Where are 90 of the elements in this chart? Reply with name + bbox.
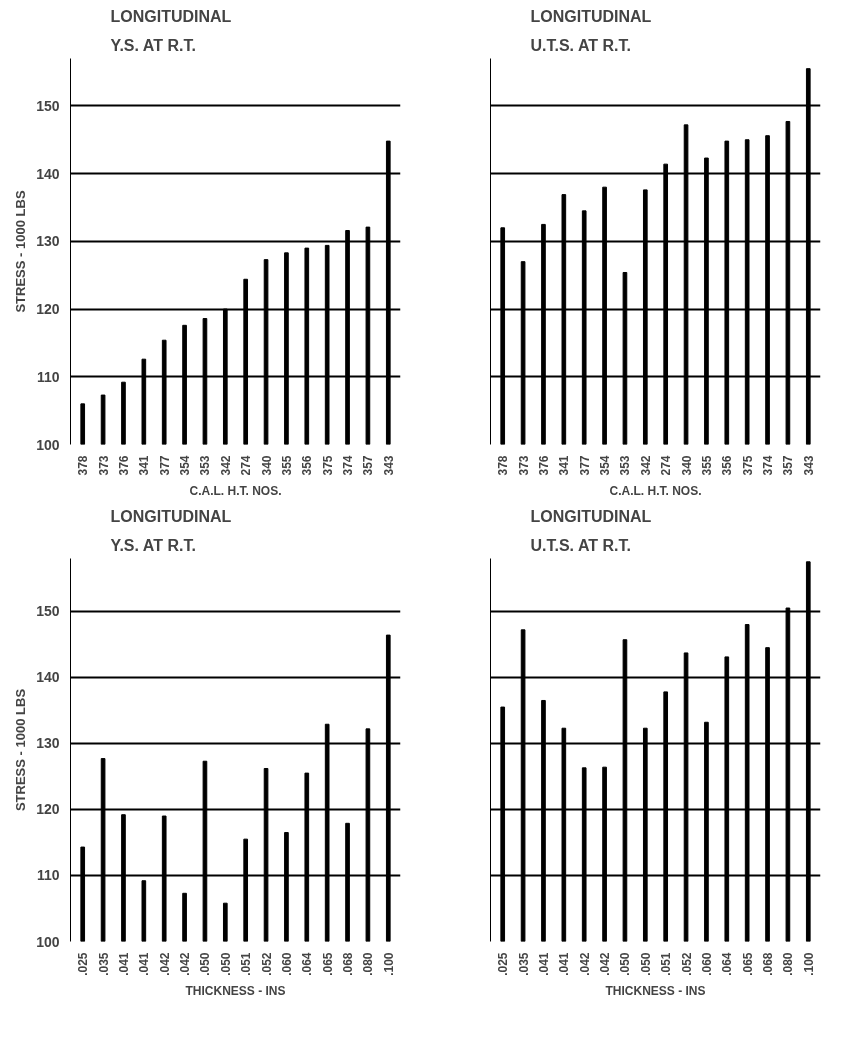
y-tick-label: 120 bbox=[36, 801, 60, 818]
x-tick-label: .080 bbox=[361, 952, 376, 976]
x-tick-label: 354 bbox=[598, 455, 613, 476]
x-tick-label: 274 bbox=[659, 455, 674, 476]
x-tick-label: .052 bbox=[679, 952, 694, 976]
x-tick-label: 357 bbox=[781, 455, 796, 476]
x-tick-label: 377 bbox=[577, 455, 592, 476]
x-tick-label: 274 bbox=[239, 455, 254, 476]
x-tick-label: 377 bbox=[157, 455, 172, 476]
x-tick-label: .042 bbox=[577, 952, 592, 976]
x-tick-label: 374 bbox=[761, 455, 776, 476]
x-tick-label: .050 bbox=[618, 952, 633, 976]
x-tick-label: .068 bbox=[761, 952, 776, 976]
x-tick-label: .052 bbox=[259, 952, 274, 976]
x-tick-label: .065 bbox=[740, 952, 755, 976]
x-tick-label: 374 bbox=[341, 455, 356, 476]
x-axis-title: THICKNESS - INS bbox=[185, 983, 286, 998]
chart-title: LONGITUDINAL bbox=[530, 507, 652, 525]
x-tick-label: .025 bbox=[76, 952, 91, 976]
y-axis-title: STRESS - 1000 LBS bbox=[13, 190, 29, 313]
chart-subtitle: Y.S. AT R.T. bbox=[110, 536, 196, 554]
x-tick-label: 373 bbox=[96, 455, 111, 476]
x-tick-label: 373 bbox=[516, 455, 531, 476]
x-tick-label: .035 bbox=[96, 952, 111, 976]
x-tick-label: .100 bbox=[381, 952, 396, 976]
x-tick-label: .042 bbox=[157, 952, 172, 976]
y-tick-label: 110 bbox=[36, 867, 60, 884]
x-axis-title: C.A.L. H.T. NOS. bbox=[609, 483, 702, 498]
x-tick-label: .068 bbox=[341, 952, 356, 976]
x-tick-label: .065 bbox=[320, 952, 335, 976]
x-tick-label: 354 bbox=[178, 455, 193, 476]
x-tick-label: .060 bbox=[699, 952, 714, 976]
x-tick-label: 378 bbox=[496, 455, 511, 476]
y-tick-label: 100 bbox=[36, 436, 60, 453]
chart-title: LONGITUDINAL bbox=[110, 507, 232, 525]
x-tick-label: .064 bbox=[720, 952, 735, 976]
x-tick-label: 353 bbox=[198, 455, 213, 476]
chart-subtitle: Y.S. AT R.T. bbox=[110, 36, 196, 54]
x-tick-label: 353 bbox=[618, 455, 633, 476]
chart-title: LONGITUDINAL bbox=[530, 7, 652, 25]
x-tick-label: .025 bbox=[496, 952, 511, 976]
y-tick-label: 110 bbox=[36, 368, 60, 385]
y-tick-label: 140 bbox=[36, 165, 60, 182]
x-tick-label: .041 bbox=[137, 952, 152, 976]
x-tick-label: 375 bbox=[740, 455, 755, 476]
x-tick-label: .064 bbox=[300, 952, 315, 976]
y-tick-label: 130 bbox=[36, 735, 60, 752]
chart-title: LONGITUDINAL bbox=[110, 7, 232, 25]
x-tick-label: 375 bbox=[320, 455, 335, 476]
x-tick-label: .051 bbox=[659, 952, 674, 976]
x-tick-label: .060 bbox=[279, 952, 294, 976]
y-axis-title: STRESS - 1000 LBS bbox=[13, 688, 29, 812]
x-tick-label: 341 bbox=[137, 455, 152, 476]
x-tick-label: 378 bbox=[76, 455, 91, 476]
x-tick-label: .080 bbox=[781, 952, 796, 976]
x-tick-label: 340 bbox=[679, 455, 694, 476]
y-tick-label: 100 bbox=[36, 933, 60, 950]
x-tick-label: .041 bbox=[116, 952, 131, 976]
x-tick-label: 343 bbox=[801, 455, 816, 476]
x-tick-label: .041 bbox=[557, 952, 572, 976]
x-tick-label: .100 bbox=[801, 952, 816, 976]
x-tick-label: 341 bbox=[557, 455, 572, 476]
x-tick-label: 342 bbox=[638, 455, 653, 476]
x-tick-label: .050 bbox=[198, 952, 213, 976]
x-tick-label: 342 bbox=[218, 455, 233, 476]
y-tick-label: 120 bbox=[36, 301, 60, 318]
x-tick-label: 355 bbox=[279, 455, 294, 476]
chart-subtitle: U.T.S. AT R.T. bbox=[530, 536, 631, 554]
x-tick-label: 340 bbox=[259, 455, 274, 476]
x-tick-label: 343 bbox=[381, 455, 396, 476]
chart-subtitle: U.T.S. AT R.T. bbox=[530, 36, 631, 54]
x-tick-label: .050 bbox=[638, 952, 653, 976]
y-tick-label: 140 bbox=[36, 669, 60, 686]
x-tick-label: 356 bbox=[300, 455, 315, 476]
x-tick-label: 356 bbox=[720, 455, 735, 476]
x-tick-label: 357 bbox=[361, 455, 376, 476]
x-tick-label: .050 bbox=[218, 952, 233, 976]
x-axis-title: C.A.L. H.T. NOS. bbox=[189, 483, 282, 498]
x-tick-label: .042 bbox=[178, 952, 193, 976]
y-tick-label: 130 bbox=[36, 233, 60, 250]
y-tick-label: 150 bbox=[36, 603, 60, 620]
x-tick-label: 355 bbox=[699, 455, 714, 476]
x-tick-label: .042 bbox=[598, 952, 613, 976]
x-axis-title: THICKNESS - INS bbox=[605, 983, 706, 998]
y-tick-label: 150 bbox=[36, 97, 60, 114]
x-tick-label: .041 bbox=[536, 952, 551, 976]
x-tick-label: 376 bbox=[536, 455, 551, 476]
x-tick-label: .035 bbox=[516, 952, 531, 976]
x-tick-label: 376 bbox=[116, 455, 131, 476]
x-tick-label: .051 bbox=[239, 952, 254, 976]
